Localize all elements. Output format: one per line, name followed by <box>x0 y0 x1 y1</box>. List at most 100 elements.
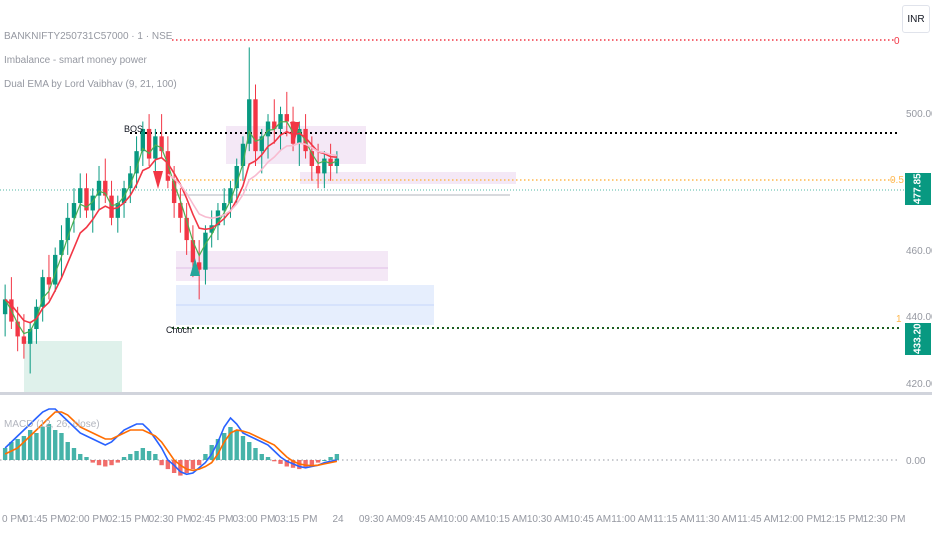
candle-body[interactable] <box>215 210 221 226</box>
macd-histogram-bar <box>278 460 283 464</box>
macd-histogram-bar <box>90 460 95 463</box>
sell-arrow-icon <box>153 171 163 189</box>
candle-body[interactable] <box>315 165 321 174</box>
time-tick: 09:30 AM <box>359 514 401 525</box>
candle-body[interactable] <box>71 203 77 218</box>
macd-histogram-bar <box>71 448 77 460</box>
candle-body[interactable] <box>178 203 183 218</box>
candle-body[interactable] <box>234 165 239 189</box>
candle-body[interactable] <box>272 121 277 129</box>
price-tick: 420.00 <box>906 379 932 390</box>
candle-body[interactable] <box>53 254 58 285</box>
candle-body[interactable] <box>222 203 227 211</box>
time-tick: 10:30 AM <box>527 514 569 525</box>
candle-body[interactable] <box>259 136 264 152</box>
candle-body[interactable] <box>2 299 8 315</box>
macd-histogram-bar <box>196 460 202 466</box>
candle-body[interactable] <box>146 128 152 159</box>
macd-histogram-bar <box>303 460 308 468</box>
candle-body[interactable] <box>171 180 177 204</box>
candle-body[interactable] <box>159 136 164 152</box>
candle-body[interactable] <box>90 195 95 211</box>
macd-histogram-bar <box>128 454 133 460</box>
pane-separator[interactable] <box>0 392 932 395</box>
candle-body[interactable] <box>15 321 20 337</box>
imbalance-zone <box>300 172 516 184</box>
macd-histogram-bar <box>178 460 183 476</box>
indicator-imbalance[interactable]: Imbalance - smart money power <box>4 55 147 66</box>
candle-body[interactable] <box>334 158 340 166</box>
macd-histogram-bar <box>103 460 108 467</box>
candle-body[interactable] <box>59 240 64 255</box>
candle-body[interactable] <box>284 114 289 122</box>
macd-histogram-bar <box>65 442 70 460</box>
time-tick: 12:15 PM <box>821 514 864 525</box>
time-tick: 12:30 PM <box>863 514 906 525</box>
candle-body[interactable] <box>40 277 45 307</box>
price-axis[interactable]: 500.00 460.00 440.00 420.00 0.00 <box>906 109 932 467</box>
time-tick: 02:30 PM <box>149 514 192 525</box>
macd-histogram-bar <box>84 457 89 460</box>
macd-histogram-bar <box>215 439 221 460</box>
candle-body[interactable] <box>184 217 189 241</box>
candle-body[interactable] <box>228 188 233 204</box>
fib-05-label: 0.5 <box>890 175 904 186</box>
candle-body[interactable] <box>78 188 83 204</box>
macd-histogram-bar <box>334 454 340 460</box>
candle-body[interactable] <box>297 128 302 144</box>
candle-body[interactable] <box>65 217 70 241</box>
macd-histogram-bar <box>140 448 146 460</box>
time-tick: 11:15 AM <box>653 514 695 525</box>
candle-body[interactable] <box>128 173 133 189</box>
candle-body[interactable] <box>153 136 158 159</box>
macd-histogram-bar <box>171 460 177 473</box>
candle-body[interactable] <box>109 195 114 218</box>
candle-body[interactable] <box>253 99 258 152</box>
ema-slow-line[interactable] <box>4 130 337 324</box>
candle-body[interactable] <box>309 151 315 166</box>
candle-body[interactable] <box>140 128 146 152</box>
fib-1-label: 1 <box>896 314 902 325</box>
candle-body[interactable] <box>190 240 196 263</box>
macd-zero-tick: 0.00 <box>906 456 926 467</box>
candle-body[interactable] <box>265 121 271 137</box>
imbalance-zone <box>176 251 388 281</box>
symbol-title[interactable]: BANKNIFTY250731C57000 · 1 · NSE <box>4 31 173 42</box>
candle-body[interactable] <box>328 158 333 166</box>
price-tick: 460.00 <box>906 246 932 257</box>
sell-arrow-icon <box>290 122 300 140</box>
last-price-badge: 477.85 <box>905 173 931 205</box>
macd-line[interactable] <box>4 408 338 476</box>
macd-histogram-bar <box>240 436 246 460</box>
candle-body[interactable] <box>27 329 33 344</box>
candle-body[interactable] <box>247 99 252 144</box>
candle-body[interactable] <box>84 188 89 211</box>
candle-body[interactable] <box>196 262 202 270</box>
candle-body[interactable] <box>134 151 139 174</box>
indicator-macd[interactable]: MACD (12, 26, close) <box>4 419 100 430</box>
macd-histogram-bar <box>121 457 127 460</box>
time-tick: 0 PM <box>2 514 25 525</box>
macd-histogram-bar <box>134 451 139 460</box>
ema-long-line[interactable] <box>167 142 337 220</box>
time-tick: 11:45 AM <box>737 514 779 525</box>
ema-fast-line[interactable] <box>4 121 338 335</box>
signal-line[interactable] <box>4 411 338 472</box>
candle-body[interactable] <box>115 203 120 218</box>
macd-histogram-bar <box>34 433 39 460</box>
candle-body[interactable] <box>322 158 327 174</box>
time-tick: 11:30 AM <box>695 514 737 525</box>
currency-button[interactable]: INR <box>902 5 930 33</box>
candle-body[interactable] <box>96 180 102 196</box>
candle-body[interactable] <box>203 232 208 270</box>
candle-body[interactable] <box>46 277 52 285</box>
indicator-dual-ema[interactable]: Dual EMA by Lord Vaibhav (9, 21, 100) <box>4 79 177 90</box>
demand-zone <box>24 341 122 392</box>
macd-histogram-bar <box>315 460 321 463</box>
candle-body[interactable] <box>240 143 246 166</box>
candle-body[interactable] <box>103 180 108 196</box>
candle-body[interactable] <box>21 336 27 344</box>
